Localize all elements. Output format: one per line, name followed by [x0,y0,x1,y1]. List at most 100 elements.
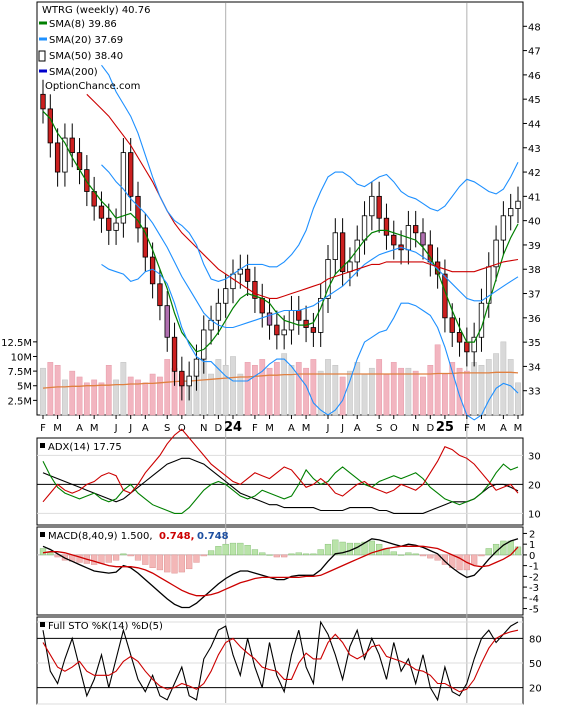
macd-label-text: MACD(8,40,9) 1.500, [48,531,153,542]
candle-body [230,273,236,290]
price-tick-label-47: 47 [528,47,541,58]
macd-histogram-bar [215,546,222,556]
sto-tick-label-20: 20 [529,684,542,695]
volume-bar [427,365,434,416]
volume-tick-label: 5M [17,382,32,393]
legend-sma8-label: SMA(8) 39.86 [49,19,117,30]
x-tick-label: S [376,423,382,434]
volume-bar [471,362,478,416]
x-tick-label: 25 [436,420,454,435]
volume-bar [127,376,134,416]
candle-body [54,142,61,173]
volume-bar [149,373,156,416]
x-tick-label: 24 [224,420,242,435]
macd-histogram-bar [105,554,112,563]
candle-body [252,280,258,299]
x-tick-label: M [302,423,311,434]
volume-bar [47,362,54,416]
macd-histogram-bar [310,553,317,556]
macd-histogram-bar [281,554,288,558]
legend-sma200-label: SMA(200) [49,67,98,78]
macd-tick-label-1: 1 [529,540,535,551]
price-series-3 [101,64,519,282]
volume-bar [222,365,229,416]
macd-histogram-bar [164,554,171,573]
legend-sma200: SMA(200) [39,67,98,78]
macd-histogram-bar [127,554,134,557]
volume-bar [463,370,470,416]
price-tick-label-35: 35 [528,338,541,349]
macd-histogram-bar [485,548,492,556]
volume-bar [98,382,105,416]
legend-sma20-label: SMA(20) 37.69 [49,35,123,46]
macd-histogram-bar [259,552,266,556]
volume-bar [62,379,68,416]
macd-histogram-bar [112,554,120,561]
candle-body [171,336,178,372]
macd-histogram-bar [91,554,98,565]
price-tick-label-44: 44 [528,119,541,130]
macd-histogram-bar [178,554,185,573]
volume-bar [317,370,324,416]
candle-body [383,217,390,236]
macd-histogram-bar [471,554,478,565]
macd-tick-label--4: -4 [529,594,539,605]
candle-body [515,200,521,209]
volume-bar [259,359,266,416]
macd-histogram-bar [419,554,427,557]
candle-body [296,310,302,321]
x-tick-label: D [215,423,223,434]
legend-sma50-label: SMA(50) 38.40 [49,51,123,62]
candle-body [179,370,185,387]
candle-body [413,225,419,234]
price-series-0 [42,110,519,353]
candle-body [318,297,324,333]
candle-body [244,268,251,282]
volume-bar [310,359,317,416]
candle-body [62,137,68,173]
candle-body [369,195,375,217]
volume-bar [252,365,258,416]
sto-series-1 [42,629,519,693]
volume-bar [325,359,331,416]
macd-histogram-bar [200,554,207,557]
volume-bar [398,367,404,416]
candle-body [391,234,397,246]
macd-histogram-bar [207,550,215,556]
volume-bar [281,353,288,416]
adx-tick-label-10: 10 [528,509,541,520]
x-tick-label: M [265,423,274,434]
volume-bar [420,376,426,416]
x-tick-label: M [477,423,486,434]
volume-bar [135,379,141,416]
volume-bar [354,362,361,416]
macd-lines: 210-1-2-3-4-5 [37,529,539,616]
candle-body [420,232,426,246]
candle-body [201,329,207,360]
adx-lines: 10 20 30 [37,428,541,520]
adx-panel-frame [36,437,524,526]
macd-histogram-bar [149,554,156,568]
macd-histogram-bar [171,554,178,574]
price-series-4 [101,263,519,421]
adx-series-1 [42,460,519,514]
x-axis: F M A M J J A S O N D 24 F M A M J J A S O N D 25 F M A M [40,415,522,435]
candle-body [508,208,514,217]
volume-bar [164,359,171,416]
volume-bar [54,365,61,416]
macd-histogram-bar [156,554,164,571]
macd-histogram-bar [427,554,434,559]
x-tick-label: J [114,423,118,434]
sto-label: Full STO %K(14) %D(5) [40,621,163,632]
candle-body [84,169,90,192]
macd-tick-label--3: -3 [529,583,539,594]
volume-bar [208,373,214,416]
macd-histogram-bar [251,549,259,556]
candle-body [223,288,229,304]
volume-bar [332,365,339,416]
candle-body [215,302,222,321]
candle-body [193,358,200,377]
candle-body [500,215,507,241]
candle-body [47,108,53,144]
volume-bar [40,367,46,416]
